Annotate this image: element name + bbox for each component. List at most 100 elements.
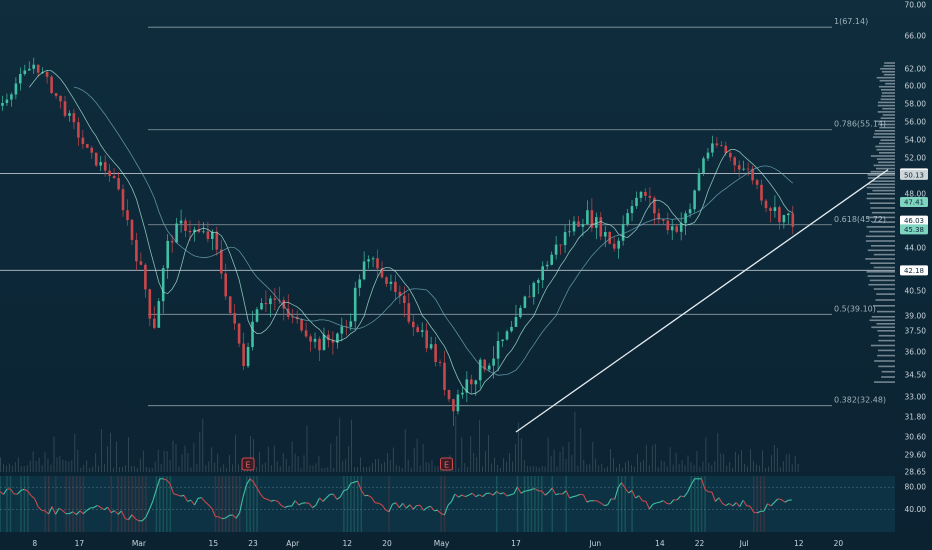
candle-body — [90, 147, 94, 153]
candle-body — [706, 152, 710, 159]
candle-body — [737, 165, 741, 170]
oscillator-zone — [117, 476, 119, 532]
candle-body — [28, 68, 31, 71]
candle-body — [720, 145, 723, 146]
candle-body — [416, 327, 419, 332]
candle-body — [537, 280, 540, 283]
candle-body — [32, 64, 35, 69]
volume-bar — [631, 464, 632, 472]
oscillator-line — [163, 478, 167, 481]
candle-body — [697, 173, 701, 191]
oscillator-line — [742, 499, 748, 507]
candle-body — [532, 282, 536, 297]
candle-body — [108, 170, 111, 176]
y-axis-tick-label: 34.50 — [905, 371, 927, 380]
oscillator-line — [607, 498, 612, 506]
volume-bar — [95, 452, 97, 472]
candle-body — [68, 113, 71, 116]
volume-profile-bar — [870, 344, 895, 347]
candle-body — [77, 122, 80, 138]
candle-body — [523, 296, 527, 308]
volume-bar — [535, 466, 537, 472]
volume-bar — [768, 466, 769, 472]
oscillator-line — [3, 488, 8, 495]
candle-body — [376, 258, 379, 269]
oscillator-line — [604, 504, 608, 507]
candle-body — [291, 316, 294, 318]
candle-body — [336, 333, 339, 343]
candle-body — [621, 224, 625, 241]
volume-bar — [497, 465, 498, 472]
candle-body — [447, 389, 451, 400]
volume-bar — [309, 465, 311, 472]
volume-bar — [595, 458, 597, 472]
volume-profile-bar — [880, 139, 895, 141]
oscillator-line — [666, 502, 671, 505]
oscillator-line — [44, 510, 49, 515]
earnings-marker[interactable] — [440, 457, 453, 471]
volume-bar — [267, 446, 269, 472]
oscillator-line — [308, 503, 313, 509]
volume-bar — [756, 464, 757, 472]
oscillator-line — [659, 500, 664, 503]
candle-body — [193, 229, 196, 233]
volume-profile-bar — [875, 299, 895, 301]
volume-bar — [729, 462, 731, 472]
volume-bar — [190, 467, 192, 472]
oscillator-zone — [443, 476, 446, 532]
volume-bar — [300, 467, 302, 472]
candle-body — [505, 331, 509, 340]
oscillator-line — [496, 491, 501, 495]
candle-body — [50, 76, 53, 93]
candle-body — [322, 334, 326, 351]
volume-bar — [693, 464, 695, 472]
oscillator-line — [298, 502, 303, 506]
volume-bar — [732, 467, 734, 472]
volume-profile-bar — [881, 370, 895, 373]
oscillator-line — [354, 480, 358, 483]
candle-body — [94, 152, 98, 166]
volume-bar — [65, 460, 67, 472]
volume-profile-bar — [884, 62, 895, 64]
volume-profile-bar — [882, 107, 895, 110]
trendline[interactable] — [515, 169, 889, 433]
volume-bar — [711, 465, 713, 472]
oscillator-line — [270, 499, 275, 502]
volume-bar — [8, 463, 10, 472]
volume-bar — [366, 467, 367, 472]
candle-body — [14, 83, 18, 95]
volume-bar — [416, 438, 418, 472]
x-axis-tick-label: 20 — [382, 539, 392, 548]
volume-bar — [705, 437, 707, 472]
y-axis-tick-label: 39.00 — [905, 312, 927, 321]
volume-profile-bar — [875, 145, 895, 148]
oscillator-line — [680, 495, 685, 498]
volume-bar — [437, 466, 439, 472]
volume-bar — [476, 457, 478, 472]
oscillator-line — [503, 492, 508, 497]
volume-bar — [211, 447, 213, 472]
x-axis-tick-label: Jun — [588, 539, 601, 548]
oscillator-line — [281, 504, 286, 508]
candle-body — [595, 217, 598, 228]
volume-bar — [166, 451, 168, 472]
candle-body — [434, 344, 437, 362]
x-axis-tick-label: 14 — [655, 539, 665, 548]
volume-bar — [375, 459, 376, 472]
volume-bar — [220, 467, 222, 472]
oscillator-zone — [756, 476, 758, 532]
volume-bar — [714, 461, 716, 472]
oscillator-zone — [694, 476, 696, 532]
oscillator-line — [229, 514, 233, 516]
oscillator-zone — [246, 476, 248, 532]
oscillator-line — [124, 518, 129, 521]
earnings-marker[interactable] — [241, 457, 255, 471]
volume-profile-bar — [871, 326, 895, 329]
oscillator-line — [767, 503, 772, 507]
oscillator-zone — [155, 476, 158, 532]
candle-body — [684, 213, 687, 224]
oscillator-line — [728, 503, 734, 507]
candle-body — [139, 261, 143, 265]
